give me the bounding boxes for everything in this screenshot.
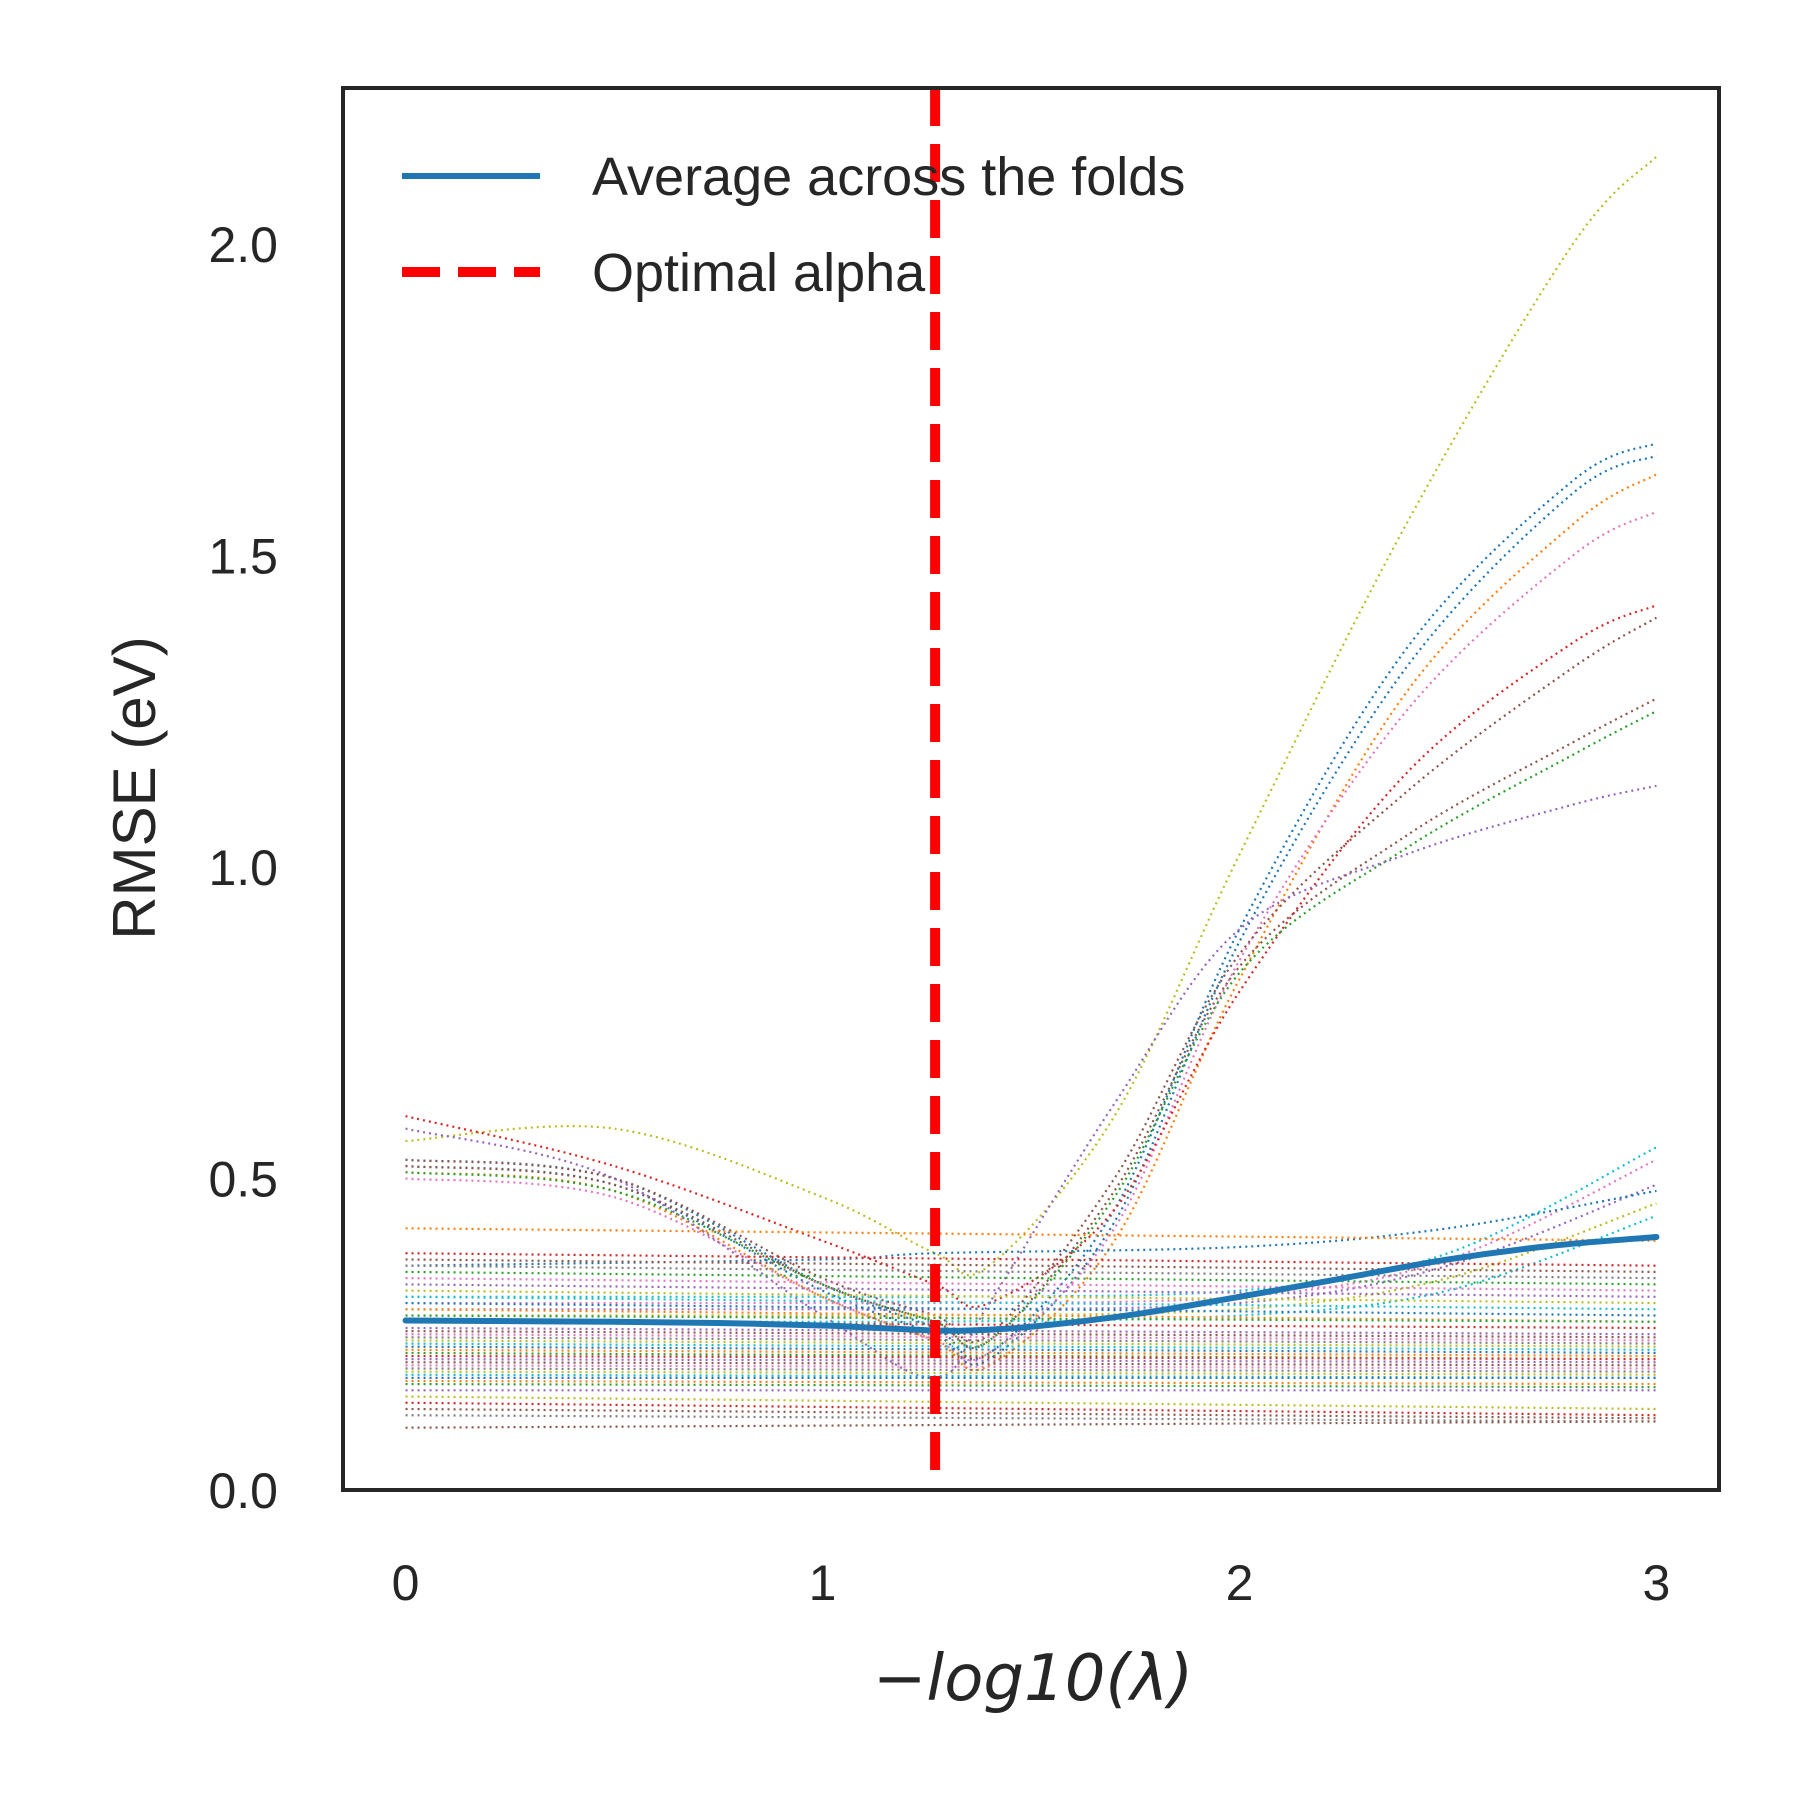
fold-line-50	[405, 1401, 1657, 1417]
fold-line-14	[405, 1202, 1657, 1318]
fold-line-52	[405, 1414, 1657, 1423]
plot-frame	[341, 86, 1721, 1492]
fold-line-19	[405, 1264, 1657, 1280]
y-tick-label-1: 0.5	[208, 1151, 278, 1207]
average-line-group	[402, 1234, 1660, 1334]
fold-line-34	[405, 1342, 1657, 1351]
fold-line-47	[405, 1382, 1657, 1389]
fold-line-33	[405, 1339, 1657, 1348]
fold-line-30	[405, 1330, 1657, 1339]
fold-line-40	[405, 1361, 1657, 1367]
fold-line-32	[405, 1336, 1657, 1345]
y-tick-label-0: 0.0	[208, 1463, 278, 1519]
fold-line-46	[405, 1379, 1657, 1386]
legend-average-label: Average across the folds	[592, 147, 1185, 207]
fold-lines-group	[405, 155, 1658, 1429]
x-tick-label-2: 2	[1226, 1555, 1254, 1611]
fold-line-44	[405, 1373, 1657, 1379]
fold-line-6	[405, 616, 1658, 1344]
legend-optimal-label: Optimal alpha	[592, 243, 926, 303]
fold-line-36	[405, 1348, 1657, 1358]
fold-line-16	[405, 1227, 1657, 1242]
x-axis-label: −log10(λ)	[873, 1642, 1193, 1716]
fold-line-9	[405, 784, 1657, 1379]
fold-line-17	[405, 1252, 1657, 1267]
fold-line-42	[405, 1367, 1657, 1373]
fold-line-18	[405, 1258, 1657, 1274]
fold-line-10	[405, 1146, 1657, 1299]
y-axis-ticks: 0.0 0.5 1.0 1.5 2.0	[208, 217, 278, 1519]
fold-line-37	[405, 1351, 1657, 1361]
fold-line-23	[405, 1289, 1657, 1305]
y-tick-label-2: 1.0	[208, 840, 278, 896]
fold-line-41	[405, 1364, 1657, 1370]
average-line	[402, 1234, 1660, 1334]
fold-line-1	[405, 442, 1657, 1361]
y-tick-label-3: 1.5	[208, 528, 278, 584]
fold-line-20	[405, 1270, 1657, 1286]
fold-line-21	[405, 1277, 1657, 1292]
fold-line-12	[405, 1183, 1657, 1311]
fold-line-51	[405, 1407, 1657, 1420]
fold-line-24	[405, 1295, 1657, 1311]
legend: Average across the folds Optimal alpha	[402, 147, 1185, 303]
fold-line-35	[405, 1345, 1657, 1355]
x-tick-label-1: 1	[809, 1555, 837, 1611]
fold-line-31	[405, 1333, 1657, 1342]
fold-line-43	[405, 1370, 1657, 1376]
fold-line-4	[405, 510, 1657, 1362]
fold-line-25	[405, 1301, 1657, 1317]
y-axis-label: RMSE (eV)	[101, 636, 168, 939]
fold-line-49	[405, 1395, 1657, 1411]
fold-line-2	[405, 454, 1657, 1366]
x-tick-label-0: 0	[392, 1555, 420, 1611]
x-axis-ticks: 0 1 2 3	[392, 1555, 1671, 1611]
fold-line-0	[405, 155, 1658, 1277]
fold-line-29	[405, 1326, 1657, 1336]
fold-line-22	[405, 1283, 1657, 1298]
fold-line-11	[405, 1158, 1657, 1305]
fold-line-8	[405, 710, 1657, 1349]
fold-line-39	[405, 1358, 1657, 1364]
x-tick-label-3: 3	[1643, 1555, 1671, 1611]
fold-line-38	[405, 1354, 1657, 1361]
fold-line-26	[405, 1308, 1657, 1323]
fold-line-53	[405, 1420, 1657, 1429]
y-tick-label-4: 2.0	[208, 217, 278, 273]
fold-line-27	[405, 1314, 1657, 1323]
